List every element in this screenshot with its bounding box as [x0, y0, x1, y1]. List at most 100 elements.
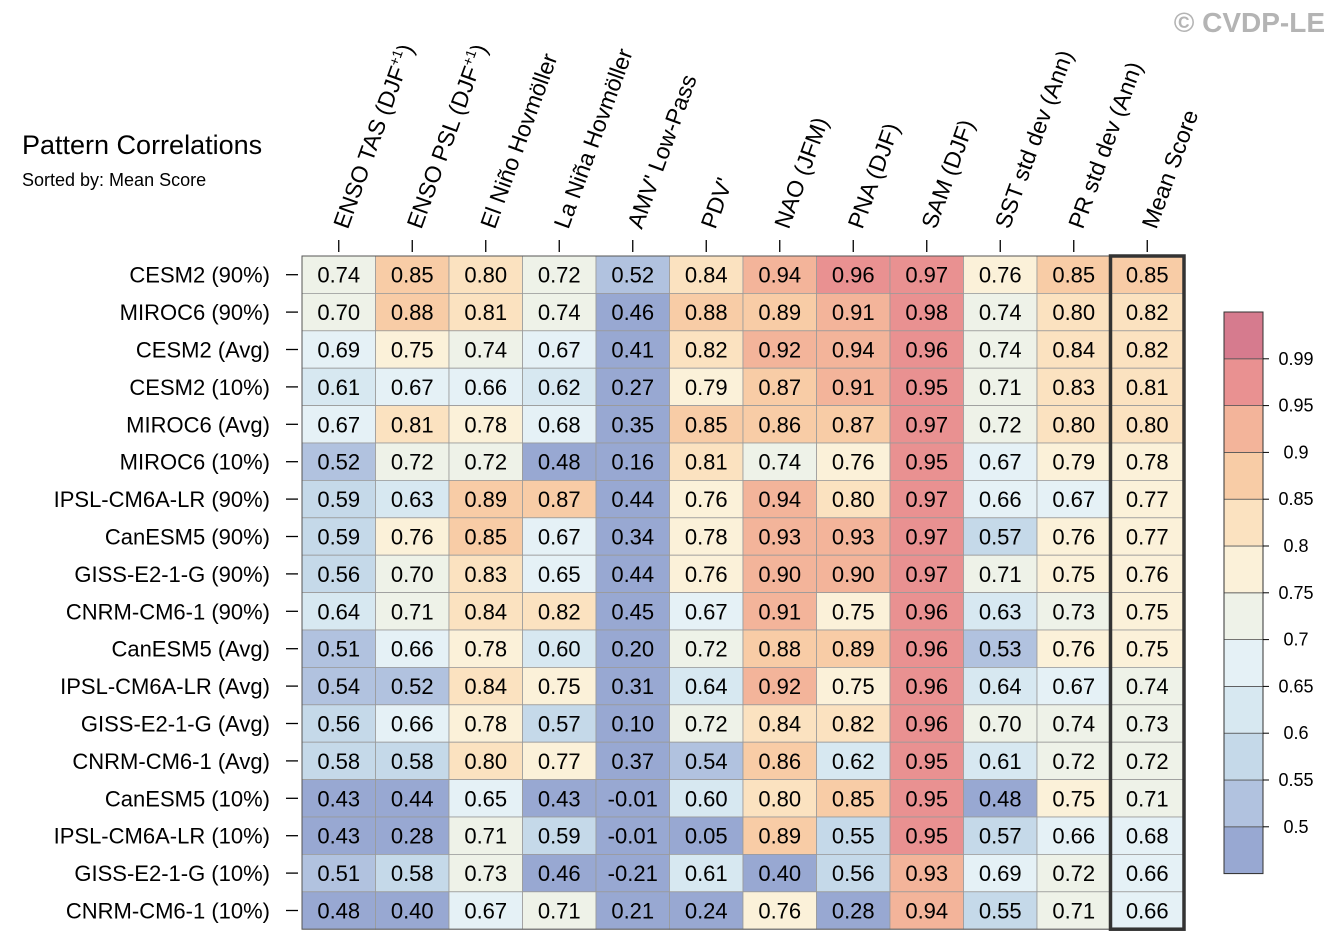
cell-value: 0.68 — [1126, 824, 1169, 849]
cell-value: 0.95 — [905, 824, 948, 849]
colorbar-label: 0.8 — [1283, 536, 1308, 556]
cell-value: 0.86 — [758, 412, 801, 437]
cell-value: 0.95 — [905, 749, 948, 774]
cell-value: 0.60 — [685, 786, 728, 811]
heatmap-cell — [595, 592, 670, 631]
cell-value: 0.84 — [1052, 338, 1095, 363]
heatmap-cell — [889, 442, 964, 481]
cell-value: 0.55 — [832, 824, 875, 849]
cell-value: 0.64 — [685, 674, 728, 699]
heatmap-cell — [522, 592, 597, 631]
cell-value: 0.75 — [1126, 599, 1169, 624]
cell-value: 0.65 — [464, 786, 507, 811]
heatmap-cell — [595, 442, 670, 481]
heatmap-cell — [742, 891, 817, 930]
cell-value: 0.67 — [538, 525, 581, 550]
colorbar-swatch — [1223, 545, 1264, 594]
cell-value: 0.93 — [758, 525, 801, 550]
cell-value: 0.88 — [391, 300, 434, 325]
heatmap-cell — [595, 367, 670, 407]
cell-value: 0.82 — [832, 712, 875, 737]
col-label-group: NAO (JFM) — [769, 114, 833, 232]
col-label-group: La Niña Hovmöller — [549, 45, 638, 232]
cell-value: 0.41 — [611, 338, 654, 363]
cell-value: 0.74 — [538, 300, 581, 325]
heatmap-cell — [742, 330, 817, 369]
colorbar-label: 0.85 — [1278, 489, 1313, 509]
cell-value: 0.66 — [1126, 861, 1169, 886]
cell-value: 0.24 — [685, 899, 728, 924]
cell-value: 0.89 — [832, 637, 875, 662]
heatmap-cell — [1110, 816, 1185, 855]
cell-value: 0.75 — [832, 674, 875, 699]
cell-value: 0.74 — [317, 263, 360, 288]
heatmap-cell — [742, 779, 817, 818]
cell-value: 0.81 — [391, 412, 434, 437]
heatmap-cell — [301, 255, 376, 294]
heatmap-cell — [375, 330, 450, 369]
cell-value: 0.75 — [538, 674, 581, 699]
cell-value: 0.85 — [391, 263, 434, 288]
cell-value: 0.80 — [464, 263, 507, 288]
heatmap-cell — [375, 629, 450, 668]
cell-value: 0.91 — [758, 599, 801, 624]
heatmap-cell — [1110, 442, 1185, 481]
cell-value: 0.74 — [1052, 712, 1095, 737]
cell-value: 0.53 — [979, 637, 1022, 662]
cell-value: 0.51 — [317, 637, 360, 662]
heatmap-cell — [1036, 442, 1111, 481]
cell-value: 0.71 — [1126, 786, 1169, 811]
heatmap-cell — [301, 891, 376, 930]
cell-value: 0.80 — [1052, 412, 1095, 437]
cell-value: 0.85 — [1126, 263, 1169, 288]
cell-value: 0.84 — [685, 263, 728, 288]
heatmap-cell — [522, 554, 597, 594]
heatmap-cell — [1036, 517, 1111, 556]
cell-value: 0.62 — [538, 375, 581, 400]
watermark: © CVDP-LE — [1174, 7, 1325, 38]
heatmap-cell — [1110, 704, 1185, 743]
heatmap-cell — [301, 592, 376, 631]
row-label: IPSL-CM6A-LR (Avg) — [60, 674, 270, 699]
cell-value: 0.82 — [1126, 300, 1169, 325]
col-label: PDV' — [696, 174, 738, 231]
colorbar: 0.5 0.55 0.6 0.65 0.7 0.75 0.8 0.85 0.9 0.95 0.99 — [1223, 311, 1314, 875]
colorbar-label: 0.7 — [1283, 630, 1308, 650]
cell-value: 0.90 — [832, 562, 875, 587]
cell-value: 0.74 — [1126, 674, 1169, 699]
cell-value: 0.56 — [832, 861, 875, 886]
cell-value: 0.84 — [464, 674, 507, 699]
cell-value: 0.74 — [979, 300, 1022, 325]
heatmap-cell — [301, 517, 376, 556]
cell-value: 0.82 — [685, 338, 728, 363]
cell-value: 0.70 — [979, 712, 1022, 737]
cell-value: 0.79 — [1052, 450, 1095, 475]
col-label: El Niño Hovmöller — [475, 50, 562, 232]
heatmap-cell — [301, 816, 376, 855]
cell-value: 0.48 — [317, 899, 360, 924]
heatmap-cell — [522, 479, 597, 519]
cell-value: 0.66 — [1126, 899, 1169, 924]
cell-value: -0.01 — [608, 824, 658, 849]
heatmap-cell — [1110, 779, 1185, 818]
cell-value: 0.40 — [758, 861, 801, 886]
row-label: CESM2 (10%) — [129, 375, 270, 400]
cell-value: 0.94 — [832, 338, 875, 363]
heatmap-cell — [448, 891, 523, 930]
heatmap-cell — [1110, 479, 1185, 519]
col-label-group: Mean Score — [1137, 106, 1204, 231]
cell-value: 0.76 — [758, 899, 801, 924]
cell-value: 0.58 — [317, 749, 360, 774]
heatmap-cell — [522, 667, 597, 706]
heatmap-cell — [816, 779, 891, 818]
cell-value: 0.72 — [464, 450, 507, 475]
heatmap-cell — [889, 517, 964, 556]
cell-value: 0.67 — [464, 899, 507, 924]
cell-value: 0.43 — [317, 786, 360, 811]
cell-value: 0.78 — [464, 412, 507, 437]
heatmap-cell — [301, 741, 376, 781]
cell-value: 0.63 — [391, 487, 434, 512]
cell-value: 0.76 — [1126, 562, 1169, 587]
heatmap-cell — [816, 629, 891, 668]
